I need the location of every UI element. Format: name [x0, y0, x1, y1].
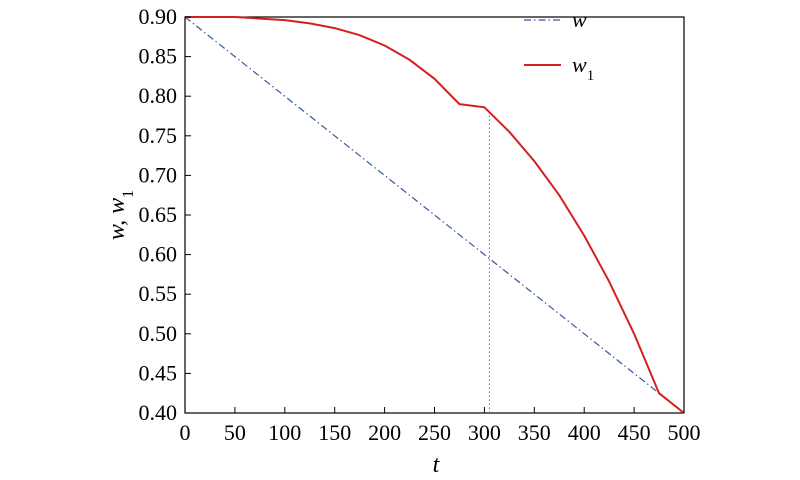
y-tick-label: 0.45 — [139, 360, 178, 385]
y-tick-label: 0.40 — [139, 400, 178, 425]
series-layer — [184, 16, 685, 414]
x-tick-label: 150 — [318, 420, 351, 445]
x-tick-label: 250 — [418, 420, 451, 445]
x-tick-label: 200 — [368, 420, 401, 445]
x-axis-title: t — [433, 452, 441, 478]
y-tick-label: 0.80 — [139, 83, 178, 108]
series-line-1 — [185, 16, 685, 414]
y-axis-ticks: 0.40 0.45 0.50 0.55 0.60 0.65 0.70 0.75 0.80 0.85… — [139, 4, 191, 425]
x-tick-label: 0 — [180, 420, 191, 445]
x-tick-label: 350 — [518, 420, 551, 445]
y-axis-title-group: w, w1 — [104, 190, 137, 240]
y-tick-label: 0.55 — [139, 281, 178, 306]
y-tick-label: 0.70 — [139, 162, 178, 187]
y-axis-title-main: w, w — [104, 198, 130, 240]
legend-label-0: w — [572, 7, 587, 32]
y-tick-label: 0.65 — [139, 202, 178, 227]
x-tick-label: 400 — [568, 420, 601, 445]
x-tick-label: 450 — [618, 420, 651, 445]
y-tick-label: 0.85 — [139, 44, 178, 69]
x-tick-label: 50 — [224, 420, 246, 445]
x-tick-label: 300 — [468, 420, 501, 445]
y-tick-label: 0.90 — [139, 4, 178, 29]
x-tick-label: 500 — [668, 420, 701, 445]
y-axis-title-subscript: 1 — [120, 190, 137, 198]
legend-label-main: w — [572, 52, 587, 77]
legend: ww1 — [524, 7, 594, 84]
legend-label-subscript: 1 — [587, 68, 595, 84]
legend-label-1: w1 — [572, 52, 594, 84]
y-tick-label: 0.75 — [139, 123, 178, 148]
series-line-0 — [184, 16, 685, 414]
y-tick-label: 0.60 — [139, 242, 178, 267]
y-tick-label: 0.50 — [139, 321, 178, 346]
y-axis-title: w, w1 — [104, 190, 137, 240]
legend-label-main: w — [572, 7, 587, 32]
x-axis-ticks: 0 50 100 150 200 250 300 350 400 450 500 — [180, 407, 701, 445]
x-tick-label: 100 — [268, 420, 301, 445]
